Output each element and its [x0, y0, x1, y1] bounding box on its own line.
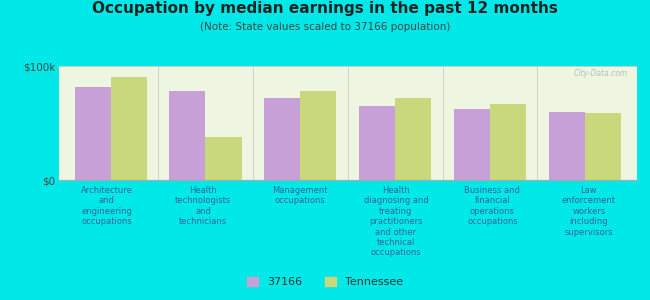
Text: Management
occupations: Management occupations: [272, 186, 328, 206]
Bar: [359, 106, 395, 180]
Bar: [490, 103, 526, 180]
Bar: [454, 109, 490, 180]
Bar: [585, 113, 621, 180]
Bar: [75, 86, 110, 180]
Text: (Note: State values scaled to 37166 population): (Note: State values scaled to 37166 popu…: [200, 22, 450, 32]
Text: Law
enforcement
workers
including
supervisors: Law enforcement workers including superv…: [562, 186, 616, 237]
Bar: [205, 137, 242, 180]
Text: Architecture
and
engineering
occupations: Architecture and engineering occupations: [81, 186, 133, 226]
Legend: 37166, Tennessee: 37166, Tennessee: [243, 272, 407, 291]
Bar: [265, 98, 300, 180]
Text: Occupation by median earnings in the past 12 months: Occupation by median earnings in the pas…: [92, 2, 558, 16]
Bar: [300, 91, 336, 180]
Text: Health
diagnosing and
treating
practitioners
and other
technical
occupations: Health diagnosing and treating practitio…: [363, 186, 428, 257]
Text: Health
technologists
and
technicians: Health technologists and technicians: [175, 186, 231, 226]
Text: Business and
financial
operations
occupations: Business and financial operations occupa…: [465, 186, 520, 226]
Bar: [549, 112, 585, 180]
Bar: [111, 77, 147, 180]
Bar: [395, 98, 431, 180]
Bar: [170, 91, 205, 180]
Text: City-Data.com: City-Data.com: [574, 69, 629, 78]
